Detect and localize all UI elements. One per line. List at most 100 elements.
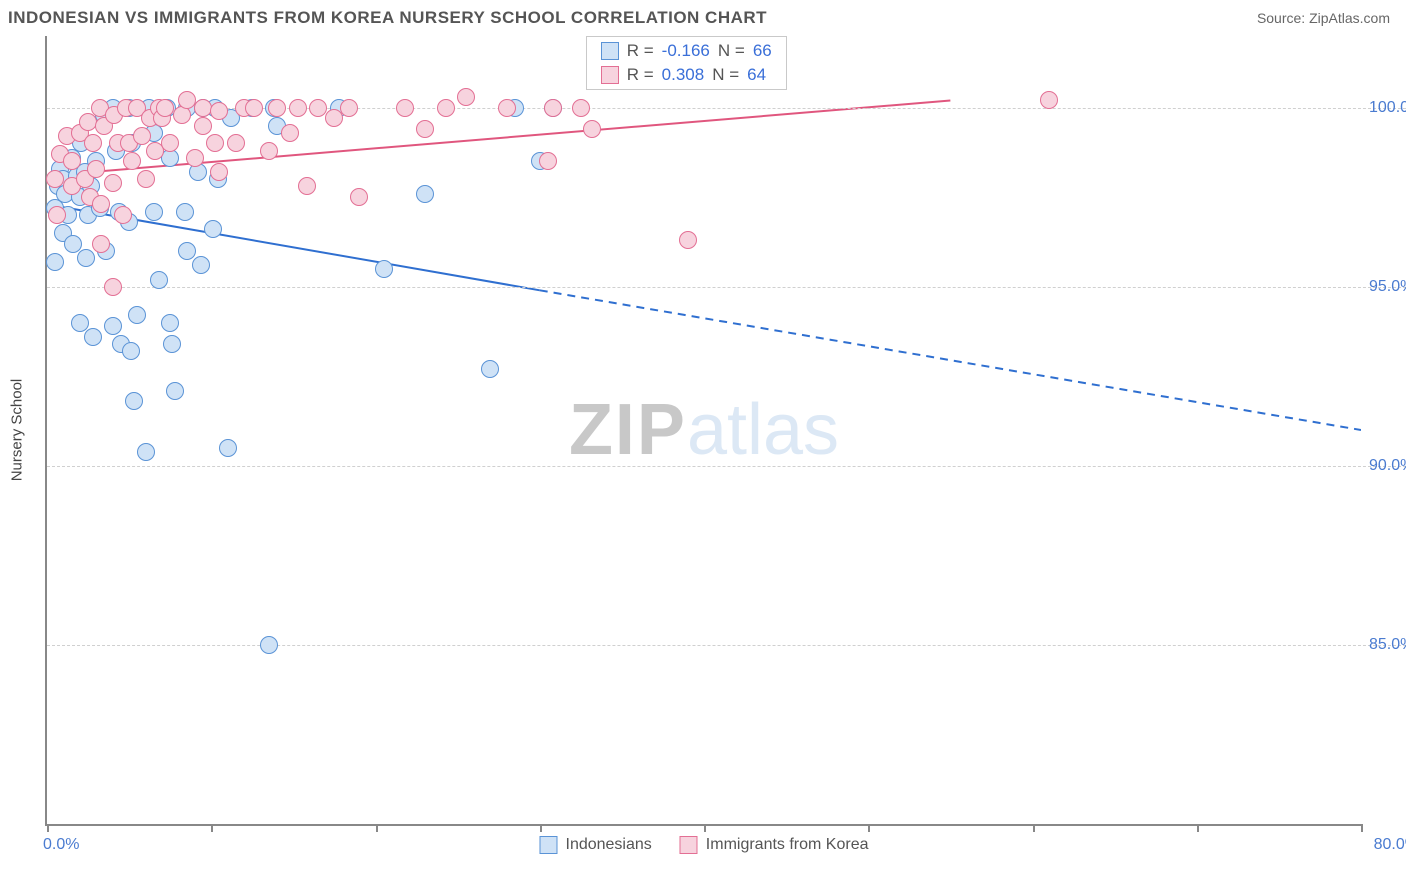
data-point: [63, 152, 81, 170]
data-point: [104, 278, 122, 296]
gridline: [47, 645, 1406, 646]
data-point: [137, 170, 155, 188]
data-point: [46, 253, 64, 271]
y-tick-label: 85.0%: [1369, 636, 1406, 654]
data-point: [298, 177, 316, 195]
data-point: [194, 117, 212, 135]
data-point: [289, 99, 307, 117]
data-point: [260, 142, 278, 160]
data-point: [161, 314, 179, 332]
source-label: Source: ZipAtlas.com: [1257, 10, 1390, 26]
data-point: [350, 188, 368, 206]
data-point: [192, 256, 210, 274]
correlation-chart: ZIPatlas Nursery School 0.0% 80.0% R = -…: [45, 36, 1361, 826]
series-legend: Indonesians Immigrants from Korea: [539, 836, 868, 854]
n-value: 64: [747, 65, 766, 85]
data-point: [679, 231, 697, 249]
legend-item: Indonesians: [539, 836, 651, 854]
data-point: [186, 149, 204, 167]
x-axis-max-label: 80.0%: [1374, 836, 1406, 854]
data-point: [150, 271, 168, 289]
data-point: [79, 113, 97, 131]
data-point: [125, 392, 143, 410]
data-point: [176, 203, 194, 221]
r-label: R =: [627, 65, 654, 85]
data-point: [245, 99, 263, 117]
data-point: [194, 99, 212, 117]
data-point: [375, 260, 393, 278]
x-tick: [1033, 824, 1035, 832]
legend-corr-row: R = 0.308 N = 64: [587, 63, 786, 87]
data-point: [437, 99, 455, 117]
data-point: [92, 195, 110, 213]
data-point: [133, 127, 151, 145]
data-point: [84, 134, 102, 152]
gridline: [47, 287, 1406, 288]
data-point: [1040, 91, 1058, 109]
data-point: [457, 88, 475, 106]
x-axis-min-label: 0.0%: [43, 836, 79, 854]
y-tick-label: 100.0%: [1369, 99, 1406, 117]
data-point: [227, 134, 245, 152]
data-point: [281, 124, 299, 142]
data-point: [309, 99, 327, 117]
x-tick: [1197, 824, 1199, 832]
x-tick: [704, 824, 706, 832]
data-point: [161, 134, 179, 152]
data-point: [163, 335, 181, 353]
data-point: [48, 206, 66, 224]
n-value: 66: [753, 41, 772, 61]
y-axis-title: Nursery School: [9, 379, 26, 482]
n-label: N =: [718, 41, 745, 61]
data-point: [178, 242, 196, 260]
data-point: [92, 235, 110, 253]
data-point: [156, 99, 174, 117]
x-tick: [1361, 824, 1363, 832]
legend-swatch: [539, 836, 557, 854]
legend-label: Indonesians: [565, 836, 651, 854]
n-label: N =: [712, 65, 739, 85]
data-point: [178, 91, 196, 109]
y-tick-label: 95.0%: [1369, 278, 1406, 296]
r-value: 0.308: [662, 65, 705, 85]
data-point: [128, 306, 146, 324]
x-tick: [211, 824, 213, 832]
x-tick: [868, 824, 870, 832]
data-point: [416, 185, 434, 203]
data-point: [104, 317, 122, 335]
legend-corr-row: R = -0.166 N = 66: [587, 39, 786, 63]
data-point: [481, 360, 499, 378]
legend-swatch: [680, 836, 698, 854]
watermark-zip: ZIP: [569, 390, 687, 470]
data-point: [268, 99, 286, 117]
x-tick: [540, 824, 542, 832]
r-value: -0.166: [662, 41, 710, 61]
data-point: [137, 443, 155, 461]
data-point: [340, 99, 358, 117]
data-point: [71, 314, 89, 332]
data-point: [77, 249, 95, 267]
data-point: [84, 328, 102, 346]
data-point: [114, 206, 132, 224]
data-point: [219, 439, 237, 457]
legend-item: Immigrants from Korea: [680, 836, 869, 854]
watermark-atlas: atlas: [687, 390, 839, 470]
data-point: [145, 203, 163, 221]
data-point: [260, 636, 278, 654]
data-point: [46, 170, 64, 188]
chart-header: INDONESIAN VS IMMIGRANTS FROM KOREA NURS…: [0, 0, 1406, 32]
data-point: [396, 99, 414, 117]
data-point: [583, 120, 601, 138]
legend-swatch: [601, 42, 619, 60]
data-point: [572, 99, 590, 117]
trend-lines: [47, 36, 1361, 824]
gridline: [47, 466, 1406, 467]
x-tick: [47, 824, 49, 832]
data-point: [210, 163, 228, 181]
legend-swatch: [601, 66, 619, 84]
chart-title: INDONESIAN VS IMMIGRANTS FROM KOREA NURS…: [8, 8, 767, 28]
data-point: [210, 102, 228, 120]
watermark: ZIPatlas: [569, 389, 839, 471]
r-label: R =: [627, 41, 654, 61]
data-point: [87, 160, 105, 178]
